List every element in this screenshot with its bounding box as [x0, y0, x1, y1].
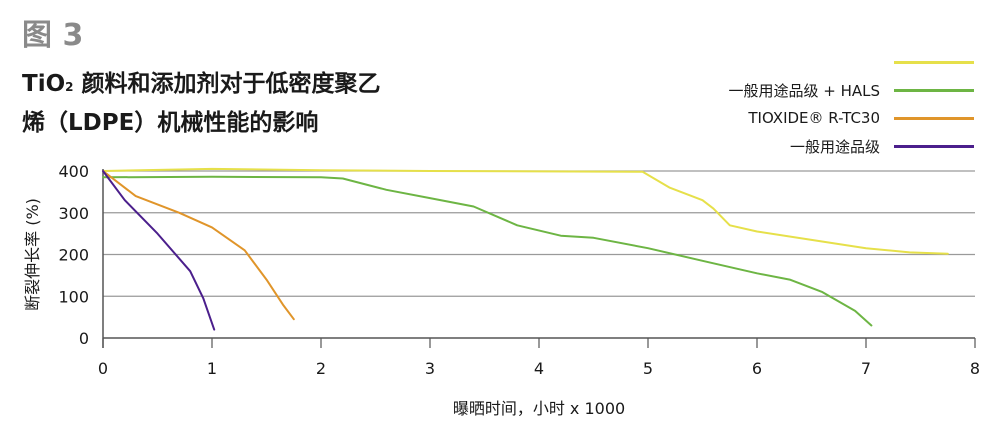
x-tick-label-3: 3 [425, 359, 435, 378]
legend-swatch-1 [894, 60, 974, 64]
legend-label-4: 一般用途品级 [789, 137, 880, 156]
x-tick-label-2: 2 [316, 359, 326, 378]
x-tick-label-7: 7 [861, 359, 871, 378]
chart-title-line1: TiO2 颜料和添加剂对于低密度聚乙 [22, 66, 381, 105]
legend-label-2: 一般用途品级 + HALS [728, 81, 880, 100]
legend: 一般用途品级 + HALS TIOXIDE® R-TC30 一般用途品级 [554, 48, 974, 160]
legend-swatch-4 [894, 144, 974, 148]
legend-swatch-2 [894, 88, 974, 92]
x-tick-label-1: 1 [207, 359, 217, 378]
legend-entry-4: 一般用途品级 [554, 132, 974, 160]
series-line-4 [102, 170, 216, 331]
figure-label: 图 3 [22, 18, 84, 53]
y-tick-label-1: 100 [58, 287, 89, 306]
legend-entry-1 [554, 48, 974, 76]
legend-entry-2: 一般用途品级 + HALS [554, 76, 974, 104]
series-line-3 [102, 170, 295, 321]
legend-label-3: TIOXIDE® R-TC30 [748, 109, 880, 127]
x-tick-label-6: 6 [752, 359, 762, 378]
title-subscript: 2 [65, 80, 74, 94]
x-tick-label-4: 4 [534, 359, 544, 378]
title-part1: TiO [22, 71, 66, 97]
x-tick-label-8: 8 [970, 359, 980, 378]
y-axis-title: 断裂伸长率 (%) [23, 198, 42, 311]
chart-title: TiO2 颜料和添加剂对于低密度聚乙 烯（LDPE）机械性能的影响 [22, 66, 381, 141]
legend-entry-3: TIOXIDE® R-TC30 [554, 104, 974, 132]
title-part2: 颜料和添加剂对于低密度聚乙 [73, 71, 381, 97]
y-tick-label-4: 400 [58, 162, 89, 181]
x-tick-label-0: 0 [98, 359, 108, 378]
series-line-1 [102, 167, 949, 255]
chart-title-line2: 烯（LDPE）机械性能的影响 [22, 110, 319, 136]
x-tick-label-5: 5 [643, 359, 653, 378]
series-line-2 [102, 175, 873, 327]
y-tick-label-2: 200 [58, 246, 89, 265]
legend-swatch-3 [894, 116, 974, 120]
y-tick-label-0: 0 [79, 329, 89, 348]
x-axis-title: 曝晒时间，小时 x 1000 [453, 399, 625, 418]
y-tick-label-3: 300 [58, 204, 89, 223]
